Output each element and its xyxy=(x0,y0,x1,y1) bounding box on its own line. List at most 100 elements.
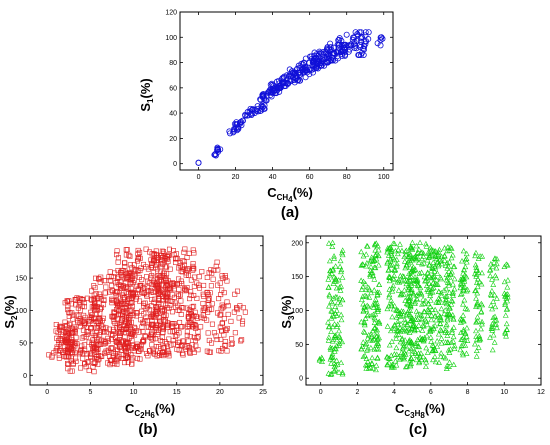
data-point xyxy=(460,284,467,290)
data-point xyxy=(403,280,410,287)
data-point xyxy=(337,337,343,343)
data-point xyxy=(371,319,378,325)
data-point xyxy=(323,59,330,66)
data-point xyxy=(240,305,246,311)
data-point xyxy=(487,267,493,273)
data-point xyxy=(444,332,451,338)
data-point xyxy=(338,266,345,273)
data-point xyxy=(337,257,344,264)
data-point xyxy=(84,328,90,334)
data-point xyxy=(358,345,365,352)
data-point xyxy=(375,247,382,253)
data-point xyxy=(384,305,391,312)
data-point xyxy=(185,338,191,344)
data-point xyxy=(148,275,154,281)
data-point xyxy=(386,286,393,292)
chart-c-points xyxy=(316,239,511,377)
data-point xyxy=(393,344,400,351)
data-point xyxy=(400,344,407,350)
data-point xyxy=(145,278,151,284)
data-point xyxy=(108,331,114,337)
data-point xyxy=(211,330,217,336)
data-point xyxy=(450,324,457,330)
data-point xyxy=(436,313,443,319)
y-tick-label: 40 xyxy=(169,111,177,118)
data-point xyxy=(173,256,179,262)
data-point xyxy=(87,319,93,325)
data-point xyxy=(218,336,224,342)
data-point xyxy=(335,299,341,305)
data-point xyxy=(392,266,399,273)
data-point xyxy=(132,290,138,296)
data-point xyxy=(181,249,187,255)
data-point xyxy=(254,103,261,110)
data-point xyxy=(494,324,500,331)
data-point xyxy=(434,270,441,276)
data-point xyxy=(342,41,349,48)
data-point xyxy=(184,329,190,335)
data-point xyxy=(423,240,429,247)
data-point xyxy=(463,324,470,331)
data-point xyxy=(369,327,376,334)
data-point xyxy=(92,315,98,321)
data-point xyxy=(367,271,373,277)
data-point xyxy=(444,247,451,254)
data-point xyxy=(401,353,408,359)
data-point xyxy=(147,249,153,255)
data-point xyxy=(406,311,413,317)
data-point xyxy=(446,268,452,274)
data-point xyxy=(129,331,135,337)
data-point xyxy=(88,315,94,321)
y-tick-label: 100 xyxy=(165,35,177,42)
data-point xyxy=(397,328,403,334)
data-point xyxy=(369,354,376,361)
data-point xyxy=(450,289,456,295)
data-point xyxy=(375,346,382,352)
data-point xyxy=(431,345,438,352)
data-point xyxy=(490,298,497,304)
data-point xyxy=(491,321,498,327)
data-point xyxy=(179,350,185,356)
data-point xyxy=(232,291,238,297)
data-point xyxy=(458,316,465,323)
data-point xyxy=(478,321,485,327)
data-point xyxy=(368,360,375,366)
data-point xyxy=(123,319,129,325)
data-point xyxy=(435,262,442,269)
data-point xyxy=(218,312,224,318)
data-point xyxy=(412,350,419,356)
data-point xyxy=(332,310,339,316)
data-point xyxy=(420,353,427,360)
data-point xyxy=(194,335,200,341)
data-point xyxy=(97,329,103,335)
data-point xyxy=(432,280,439,287)
data-point xyxy=(339,338,346,345)
data-point xyxy=(49,353,55,359)
data-point xyxy=(80,356,86,362)
data-point xyxy=(242,309,248,315)
data-point xyxy=(420,253,427,259)
data-point xyxy=(424,312,431,319)
data-point xyxy=(106,326,112,332)
data-point xyxy=(446,259,453,265)
data-point xyxy=(81,300,87,306)
data-point xyxy=(97,332,103,338)
data-point xyxy=(473,327,479,334)
data-point xyxy=(143,334,149,340)
data-point xyxy=(62,300,68,306)
data-point xyxy=(372,324,379,330)
data-point xyxy=(78,347,84,353)
data-point xyxy=(426,280,433,287)
data-point xyxy=(212,152,219,159)
data-point xyxy=(129,265,135,271)
data-point xyxy=(78,296,84,302)
data-point xyxy=(413,308,420,314)
data-point xyxy=(413,295,420,301)
data-point xyxy=(336,327,342,334)
data-point xyxy=(388,252,395,258)
data-point xyxy=(426,252,433,259)
data-point xyxy=(473,319,480,325)
data-point xyxy=(362,315,369,321)
data-point xyxy=(460,301,466,307)
data-point xyxy=(184,332,190,338)
